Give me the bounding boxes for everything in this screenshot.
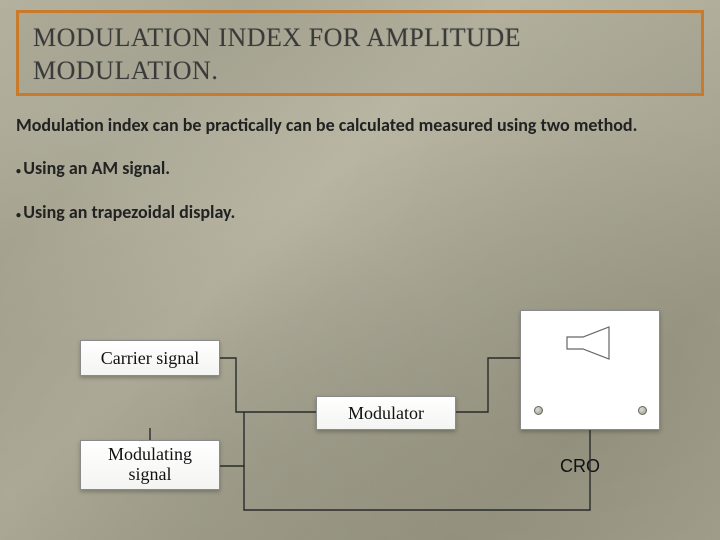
bullet-2: Using an trapezoidal display.: [16, 201, 704, 223]
intro-text: Modulation index can be practically can …: [16, 114, 704, 137]
slide-title: MODULATION INDEX FOR AMPLITUDE MODULATIO…: [33, 21, 687, 88]
title-box: MODULATION INDEX FOR AMPLITUDE MODULATIO…: [16, 10, 704, 96]
bullet-1: Using an AM signal.: [16, 157, 704, 179]
body-area: Modulation index can be practically can …: [16, 114, 704, 245]
